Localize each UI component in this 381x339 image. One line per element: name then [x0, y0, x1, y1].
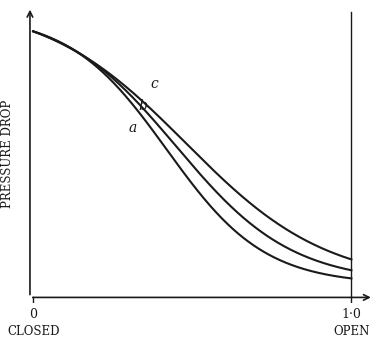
Text: PRESSURE DROP: PRESSURE DROP [1, 99, 14, 207]
Text: c: c [151, 77, 158, 91]
Text: 0: 0 [29, 308, 37, 321]
Text: b: b [138, 99, 147, 113]
Text: a: a [129, 121, 137, 135]
Text: 1·0: 1·0 [341, 308, 361, 321]
Text: OPEN: OPEN [333, 324, 370, 338]
Text: CLOSED: CLOSED [7, 324, 59, 338]
